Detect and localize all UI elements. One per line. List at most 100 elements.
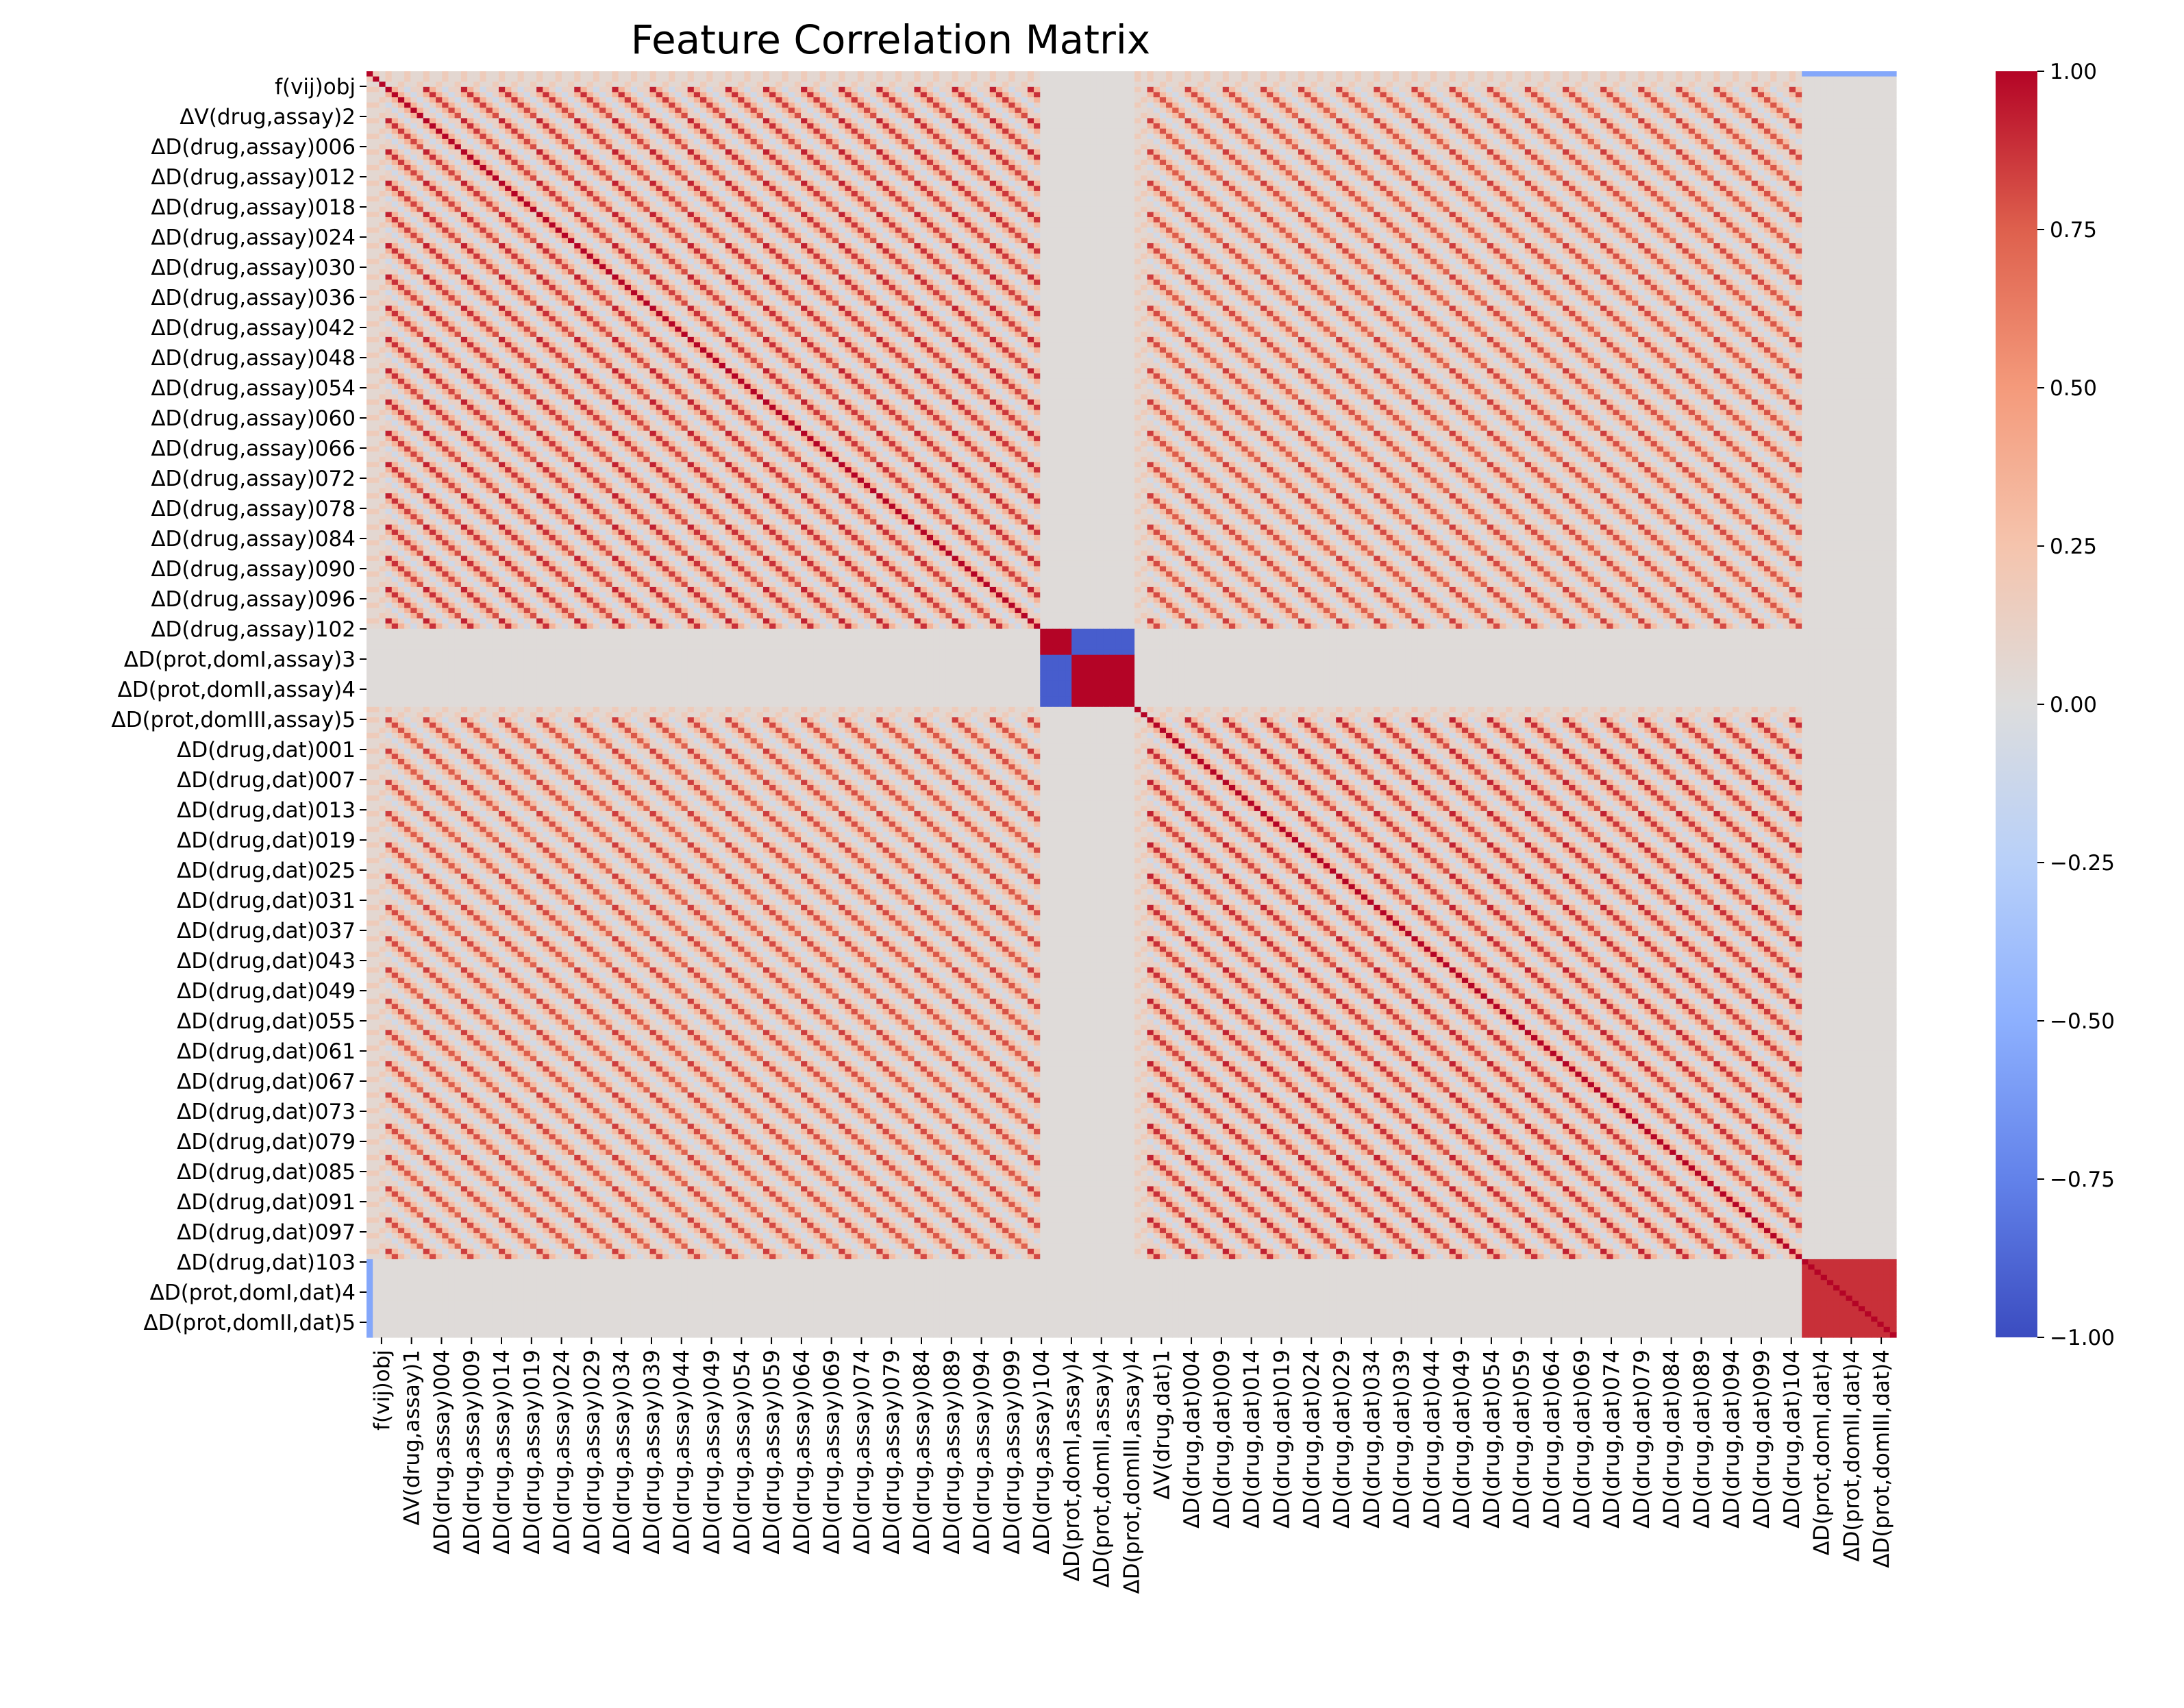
- heatmap-cell: [1411, 97, 1418, 103]
- heatmap-cell: [1890, 77, 1897, 82]
- heatmap-cell: [505, 71, 512, 77]
- heatmap-cell: [1172, 134, 1179, 139]
- heatmap-cell: [1752, 77, 1759, 82]
- heatmap-cell: [1147, 97, 1154, 103]
- heatmap-cell: [1582, 87, 1589, 92]
- heatmap-cell: [1317, 82, 1324, 87]
- heatmap-cell: [1701, 77, 1708, 82]
- heatmap-cell: [933, 108, 940, 113]
- heatmap-cell: [870, 87, 877, 92]
- heatmap-cell: [1097, 77, 1104, 82]
- heatmap-cell: [562, 134, 569, 139]
- heatmap-cell: [505, 129, 512, 134]
- heatmap-cell: [775, 71, 782, 77]
- heatmap-cell: [1852, 71, 1859, 77]
- heatmap-cell: [965, 103, 971, 108]
- heatmap-cell: [832, 82, 839, 87]
- heatmap-cell: [1198, 134, 1204, 139]
- heatmap-cell: [895, 82, 902, 87]
- heatmap-cell: [430, 134, 436, 139]
- heatmap-cell: [1053, 113, 1060, 119]
- heatmap-cell: [807, 87, 814, 92]
- heatmap-cell: [769, 118, 776, 123]
- heatmap-cell: [1028, 92, 1034, 97]
- heatmap-cell: [789, 92, 795, 97]
- heatmap-cell: [694, 97, 701, 103]
- heatmap-cell: [1040, 77, 1047, 82]
- heatmap-cell: [656, 71, 663, 77]
- heatmap-cell: [1387, 92, 1393, 97]
- heatmap-cell: [1411, 108, 1418, 113]
- heatmap-cell: [1361, 97, 1368, 103]
- heatmap-cell: [1846, 118, 1852, 123]
- heatmap-cell: [619, 108, 625, 113]
- heatmap-cell: [1097, 103, 1104, 108]
- heatmap-cell: [1172, 87, 1179, 92]
- heatmap-cell: [669, 77, 675, 82]
- heatmap-cell: [933, 123, 940, 129]
- heatmap-cell: [1198, 71, 1204, 77]
- heatmap-cell: [367, 134, 373, 139]
- heatmap-cell: [1336, 97, 1343, 103]
- heatmap-cell: [801, 129, 808, 134]
- heatmap-cell: [1002, 134, 1009, 139]
- heatmap-cell: [1185, 123, 1192, 129]
- heatmap-cell: [1116, 108, 1123, 113]
- heatmap-cell: [1468, 92, 1475, 97]
- heatmap-cell: [1776, 113, 1783, 119]
- heatmap-cell: [643, 82, 650, 87]
- heatmap-cell: [442, 71, 449, 77]
- heatmap-cell: [927, 118, 934, 123]
- heatmap-cell: [852, 87, 858, 92]
- heatmap-cell: [1450, 129, 1456, 134]
- heatmap-cell: [1827, 87, 1834, 92]
- heatmap-cell: [379, 92, 386, 97]
- heatmap-cell: [1059, 113, 1066, 119]
- heatmap-cell: [908, 129, 915, 134]
- heatmap-cell: [1191, 71, 1198, 77]
- heatmap-cell: [1796, 87, 1802, 92]
- heatmap-cell: [876, 77, 883, 82]
- heatmap-cell: [599, 92, 606, 97]
- heatmap-cell: [990, 118, 997, 123]
- heatmap-cell: [1726, 77, 1733, 82]
- heatmap-cell: [1575, 108, 1582, 113]
- heatmap-cell: [1134, 71, 1141, 77]
- heatmap-cell: [1726, 82, 1733, 87]
- heatmap-cell: [876, 82, 883, 87]
- heatmap-cell: [1198, 103, 1204, 108]
- heatmap-cell: [1827, 82, 1834, 87]
- heatmap-cell: [1839, 103, 1846, 108]
- heatmap-cell: [858, 118, 865, 123]
- heatmap-cell: [1185, 87, 1192, 92]
- heatmap-cell: [1468, 123, 1475, 129]
- heatmap-cell: [1122, 97, 1129, 103]
- heatmap-cell: [1707, 129, 1714, 134]
- heatmap-cell: [933, 103, 940, 108]
- heatmap-cell: [625, 97, 632, 103]
- heatmap-cell: [801, 77, 808, 82]
- heatmap-cell: [807, 82, 814, 87]
- heatmap-cell: [625, 87, 632, 92]
- heatmap-cell: [473, 92, 480, 97]
- heatmap-cell: [530, 103, 537, 108]
- heatmap-cell: [505, 77, 512, 82]
- heatmap-cell: [1512, 129, 1519, 134]
- heatmap-cell: [1210, 97, 1217, 103]
- heatmap-cell: [606, 97, 612, 103]
- heatmap-cell: [1279, 113, 1286, 119]
- heatmap-cell: [1556, 92, 1563, 97]
- heatmap-cell: [977, 129, 984, 134]
- heatmap-cell: [1399, 82, 1406, 87]
- heatmap-cell: [1248, 97, 1255, 103]
- heatmap-cell: [574, 92, 581, 97]
- heatmap-cell: [769, 123, 776, 129]
- heatmap-cell: [1053, 87, 1060, 92]
- heatmap-cell: [404, 103, 411, 108]
- heatmap-cell: [612, 103, 619, 108]
- heatmap-cell: [681, 118, 688, 123]
- heatmap-cell: [543, 77, 549, 82]
- heatmap-cell: [398, 108, 405, 113]
- heatmap-cell: [587, 108, 594, 113]
- heatmap-cell: [1450, 103, 1456, 108]
